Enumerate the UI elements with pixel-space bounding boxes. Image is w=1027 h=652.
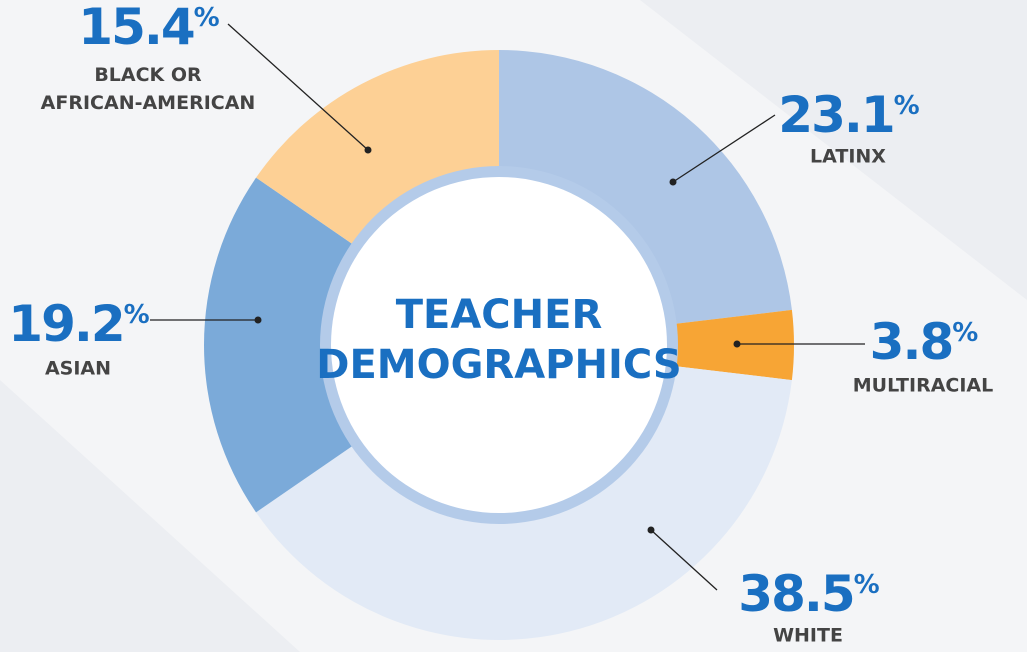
- leader-dot: [733, 340, 741, 348]
- category-label: LATINX: [810, 146, 886, 168]
- category-label: MULTIRACIAL: [853, 375, 994, 397]
- leader-line: [672, 114, 776, 183]
- leader-dot: [647, 526, 655, 534]
- value-label: 38.5%: [738, 565, 879, 623]
- leader-line: [650, 529, 718, 591]
- value-label: 3.8%: [870, 313, 979, 371]
- leader-dot: [254, 316, 262, 324]
- background-shape: [640, 0, 1027, 300]
- background-shape: [0, 380, 300, 652]
- leader-dot: [669, 178, 677, 186]
- value-label: 23.1%: [778, 86, 919, 144]
- category-label: ASIAN: [45, 358, 111, 380]
- category-label: WHITE: [773, 625, 843, 647]
- leader-line: [227, 23, 369, 151]
- value-label: 15.4%: [78, 0, 219, 56]
- chart-title: TEACHER DEMOGRAPHICS: [316, 292, 682, 388]
- value-label: 19.2%: [8, 295, 149, 353]
- inner-hole: [331, 177, 667, 513]
- leader-dot: [364, 146, 372, 154]
- category-label: BLACK OR AFRICAN-AMERICAN: [41, 64, 256, 114]
